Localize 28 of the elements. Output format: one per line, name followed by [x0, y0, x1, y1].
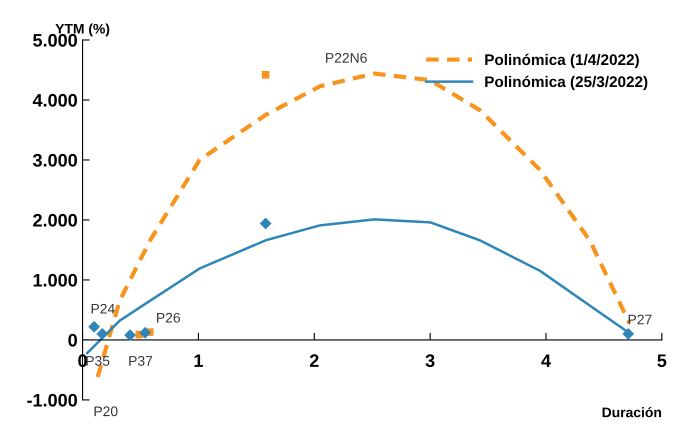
- annotation: P35: [86, 356, 110, 366]
- y-tick-label: 2.000: [33, 214, 77, 227]
- annotation: P24: [92, 304, 115, 314]
- point: [124, 329, 136, 342]
- y-tick-label: 3.000: [32, 154, 77, 167]
- x-tick-label: 3: [426, 354, 435, 368]
- x-tick-label: 1: [194, 354, 203, 367]
- legend-label: Polinómica (1/4/2022): [485, 54, 639, 68]
- y-tick-label: -1.000: [27, 394, 77, 407]
- point: [260, 218, 272, 230]
- point: [88, 320, 100, 333]
- point: [262, 70, 270, 79]
- y-tick-label: 0: [68, 334, 77, 347]
- y-tick-label: 4.000: [32, 94, 77, 107]
- point: [622, 328, 634, 340]
- x-tick-label: 5: [657, 354, 666, 368]
- x-tick-label: 4: [541, 354, 551, 367]
- point: [96, 328, 108, 340]
- x-tick-label: 2: [310, 354, 319, 367]
- annotation: P27: [628, 314, 652, 324]
- annotation: P37: [129, 356, 152, 366]
- legend-label: Polinómica (25/3/2022): [485, 76, 648, 90]
- text: P20: [94, 406, 118, 416]
- x-axis-title: Duración: [602, 406, 661, 418]
- annotation: P26: [157, 312, 180, 323]
- annotation: P22N6: [326, 52, 367, 63]
- point: [139, 326, 152, 339]
- y-tick-label: 1.000: [34, 274, 77, 287]
